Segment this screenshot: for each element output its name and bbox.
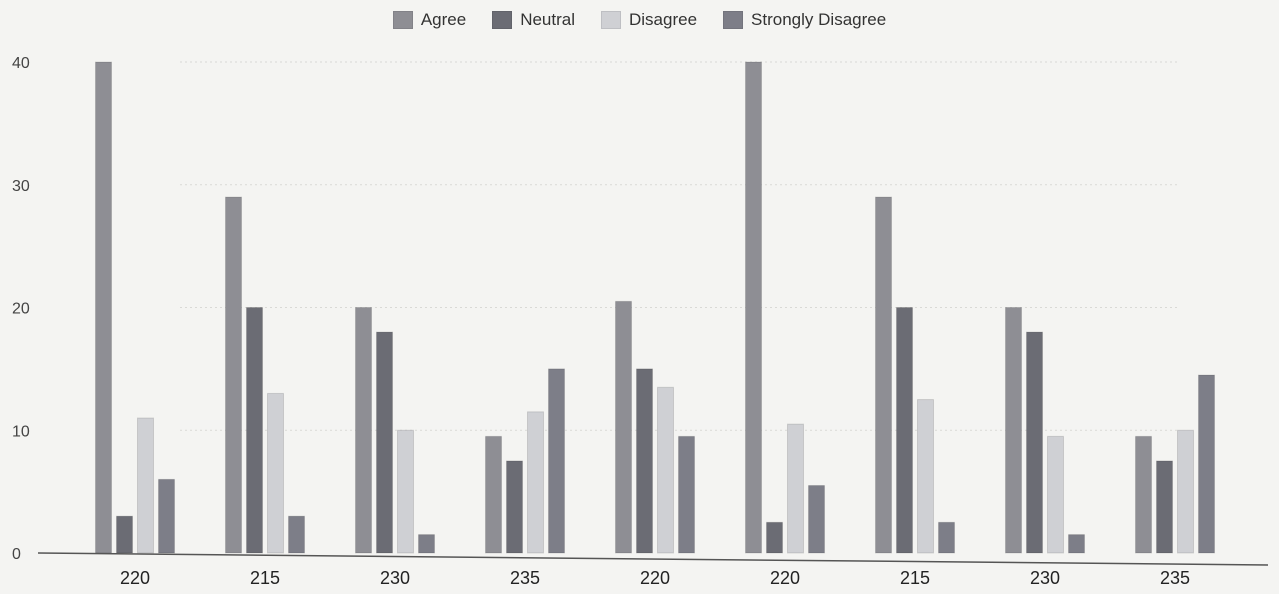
bar-strongly-disagree-5 [678, 435, 695, 554]
bar-strongly-disagree-2 [288, 515, 305, 554]
legend-swatch-strongly-disagree [723, 11, 744, 29]
bar-disagree-3 [397, 429, 414, 554]
bar-agree-7 [875, 196, 892, 554]
bar-neutral-6 [766, 521, 783, 554]
bar-disagree-7 [917, 399, 934, 554]
chart-legend: Agree Neutral Disagree Strongly Disagree [0, 0, 1279, 40]
legend-item-neutral: Neutral [492, 10, 575, 30]
bar-disagree-8 [1047, 435, 1064, 554]
bar-agree-3 [355, 307, 372, 554]
bar-strongly-disagree-9 [1198, 374, 1215, 554]
bar-strongly-disagree-7 [938, 521, 955, 554]
legend-swatch-neutral [492, 11, 513, 29]
legend-label-neutral: Neutral [520, 10, 575, 29]
bar-neutral-9 [1156, 460, 1173, 554]
bar-neutral-1 [116, 515, 133, 554]
bar-disagree-9 [1177, 429, 1194, 554]
legend-label-agree: Agree [420, 10, 467, 29]
bar-agree-4 [485, 435, 502, 554]
legend-swatch-disagree [601, 11, 621, 29]
bar-neutral-4 [506, 460, 523, 554]
bar-disagree-4 [527, 411, 544, 554]
legend-item-disagree: Disagree [601, 10, 697, 30]
x-tick-label-8: 230 [1030, 568, 1060, 588]
bar-strongly-disagree-4 [548, 368, 565, 554]
x-tick-label-2: 215 [250, 568, 280, 588]
bar-disagree-5 [657, 386, 674, 554]
x-tick-label-9: 235 [1160, 568, 1190, 588]
y-tick-label-0: 0 [12, 546, 21, 563]
y-tick-label-20: 20 [12, 301, 30, 318]
bar-strongly-disagree-1 [158, 478, 175, 554]
bar-agree-5 [615, 300, 632, 554]
x-tick-label-3: 230 [380, 568, 410, 588]
legend-item-agree: Agree [392, 10, 467, 30]
bars [95, 61, 1215, 554]
bar-agree-2 [225, 196, 242, 554]
bar-disagree-1 [137, 417, 154, 554]
grid-lines [180, 61, 1180, 431]
y-tick-label-10: 10 [12, 423, 30, 440]
x-axis-baseline [37, 552, 1269, 566]
bar-strongly-disagree-3 [418, 534, 435, 554]
y-tick-label-30: 30 [12, 178, 30, 195]
y-axis: 0 10 20 30 40 [12, 55, 30, 563]
bar-neutral-5 [636, 368, 653, 554]
bar-neutral-2 [246, 307, 263, 554]
legend-swatch-agree [392, 11, 413, 29]
bar-disagree-2 [267, 392, 284, 554]
bar-strongly-disagree-8 [1068, 534, 1085, 554]
x-tick-label-4: 235 [510, 568, 540, 588]
y-tick-label-40: 40 [12, 55, 30, 72]
bar-neutral-8 [1026, 331, 1043, 554]
legend-item-strongly-disagree: Strongly Disagree [723, 10, 886, 30]
bar-agree-9 [1135, 435, 1152, 554]
x-tick-label-5: 220 [640, 568, 670, 588]
x-tick-label-1: 220 [120, 568, 150, 588]
x-tick-label-7: 215 [900, 568, 930, 588]
bar-neutral-3 [376, 331, 393, 554]
legend-label-strongly-disagree: Strongly Disagree [751, 10, 887, 29]
bar-agree-1 [95, 61, 112, 554]
legend-label-disagree: Disagree [629, 10, 698, 29]
bar-agree-6 [745, 61, 762, 554]
bar-agree-8 [1005, 307, 1022, 554]
bar-strongly-disagree-6 [808, 484, 825, 554]
x-axis: 220 215 230 235 220 220 215 230 235 [37, 552, 1269, 588]
bar-disagree-6 [787, 423, 804, 554]
x-tick-label-6: 220 [770, 568, 800, 588]
bar-neutral-7 [896, 307, 913, 554]
